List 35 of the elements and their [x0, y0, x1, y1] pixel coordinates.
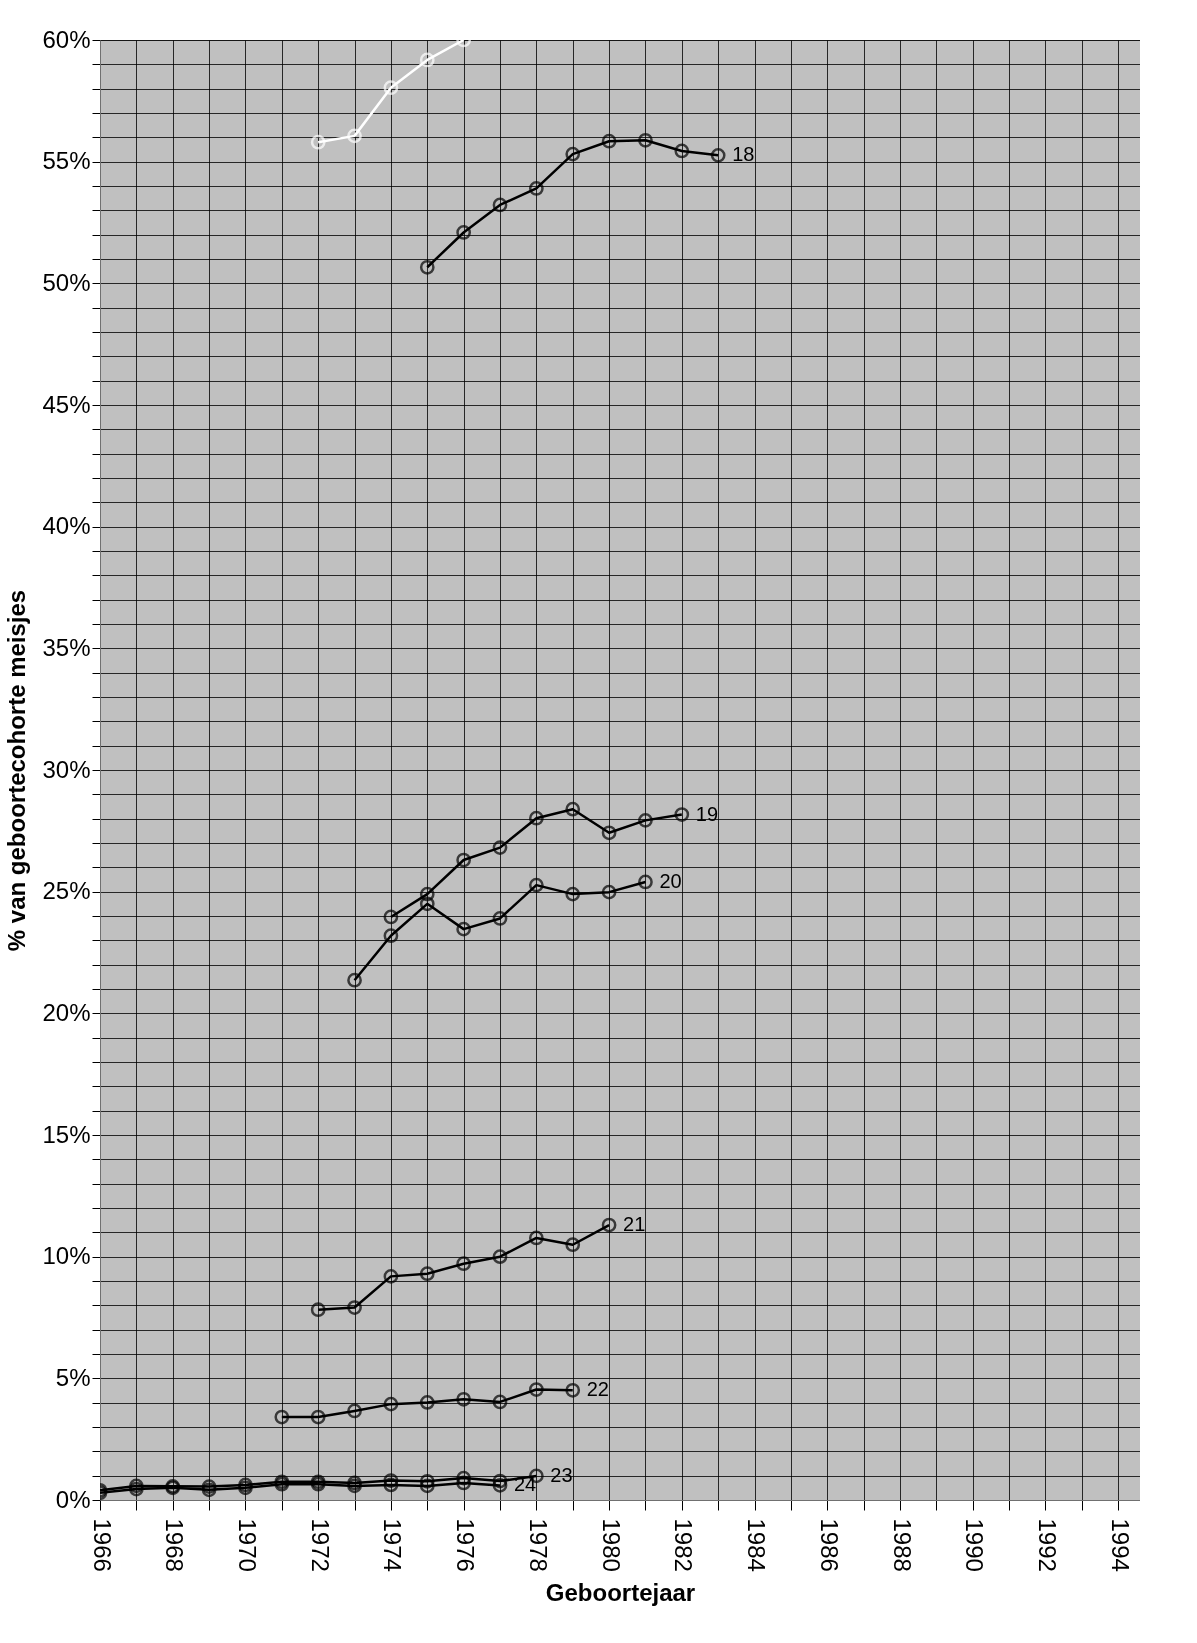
- series-label: 19: [695, 802, 719, 825]
- x-tick-label: 1970: [233, 1518, 261, 1572]
- x-tick-label: 1974: [379, 1518, 407, 1572]
- y-tick-label: 35%: [42, 633, 91, 661]
- x-axis-title: Geboortejaar: [545, 1578, 696, 1606]
- x-tick-label: 1988: [888, 1518, 916, 1572]
- x-tick-label: 1976: [452, 1518, 480, 1572]
- series-label: 18: [732, 143, 755, 166]
- y-tick-label: 0%: [55, 1485, 91, 1513]
- y-tick-label: 40%: [42, 512, 91, 540]
- x-tick-label: 1980: [597, 1518, 625, 1572]
- x-tick-label: 1990: [961, 1518, 989, 1572]
- x-tick-label: 1984: [743, 1518, 771, 1572]
- y-tick-label: 50%: [42, 268, 91, 296]
- x-tick-label: 1966: [88, 1518, 116, 1572]
- series-label: 22: [586, 1378, 609, 1401]
- x-tick-label: 1994: [1106, 1518, 1134, 1572]
- y-tick-label: 30%: [42, 755, 91, 783]
- y-axis-title: % van geboortecohorte meisjes: [3, 589, 31, 952]
- y-tick-label: 60%: [42, 25, 91, 53]
- x-tick-label: 1968: [161, 1518, 189, 1572]
- x-tick-label: 1982: [670, 1518, 698, 1572]
- y-tick-label: 45%: [42, 390, 91, 418]
- x-tick-label: 1972: [306, 1518, 334, 1572]
- y-tick-label: 20%: [42, 998, 91, 1026]
- x-tick-label: 1986: [815, 1518, 843, 1572]
- y-tick-label: 55%: [42, 147, 91, 175]
- y-tick-label: 10%: [42, 1242, 91, 1270]
- y-tick-label: 25%: [42, 877, 91, 905]
- x-tick-label: 1992: [1033, 1518, 1061, 1572]
- y-tick-label: 5%: [55, 1363, 91, 1391]
- y-tick-label: 15%: [42, 1120, 91, 1148]
- x-tick-label: 1978: [524, 1518, 552, 1572]
- series-label: 20: [659, 869, 682, 892]
- series-label: 21: [623, 1213, 646, 1236]
